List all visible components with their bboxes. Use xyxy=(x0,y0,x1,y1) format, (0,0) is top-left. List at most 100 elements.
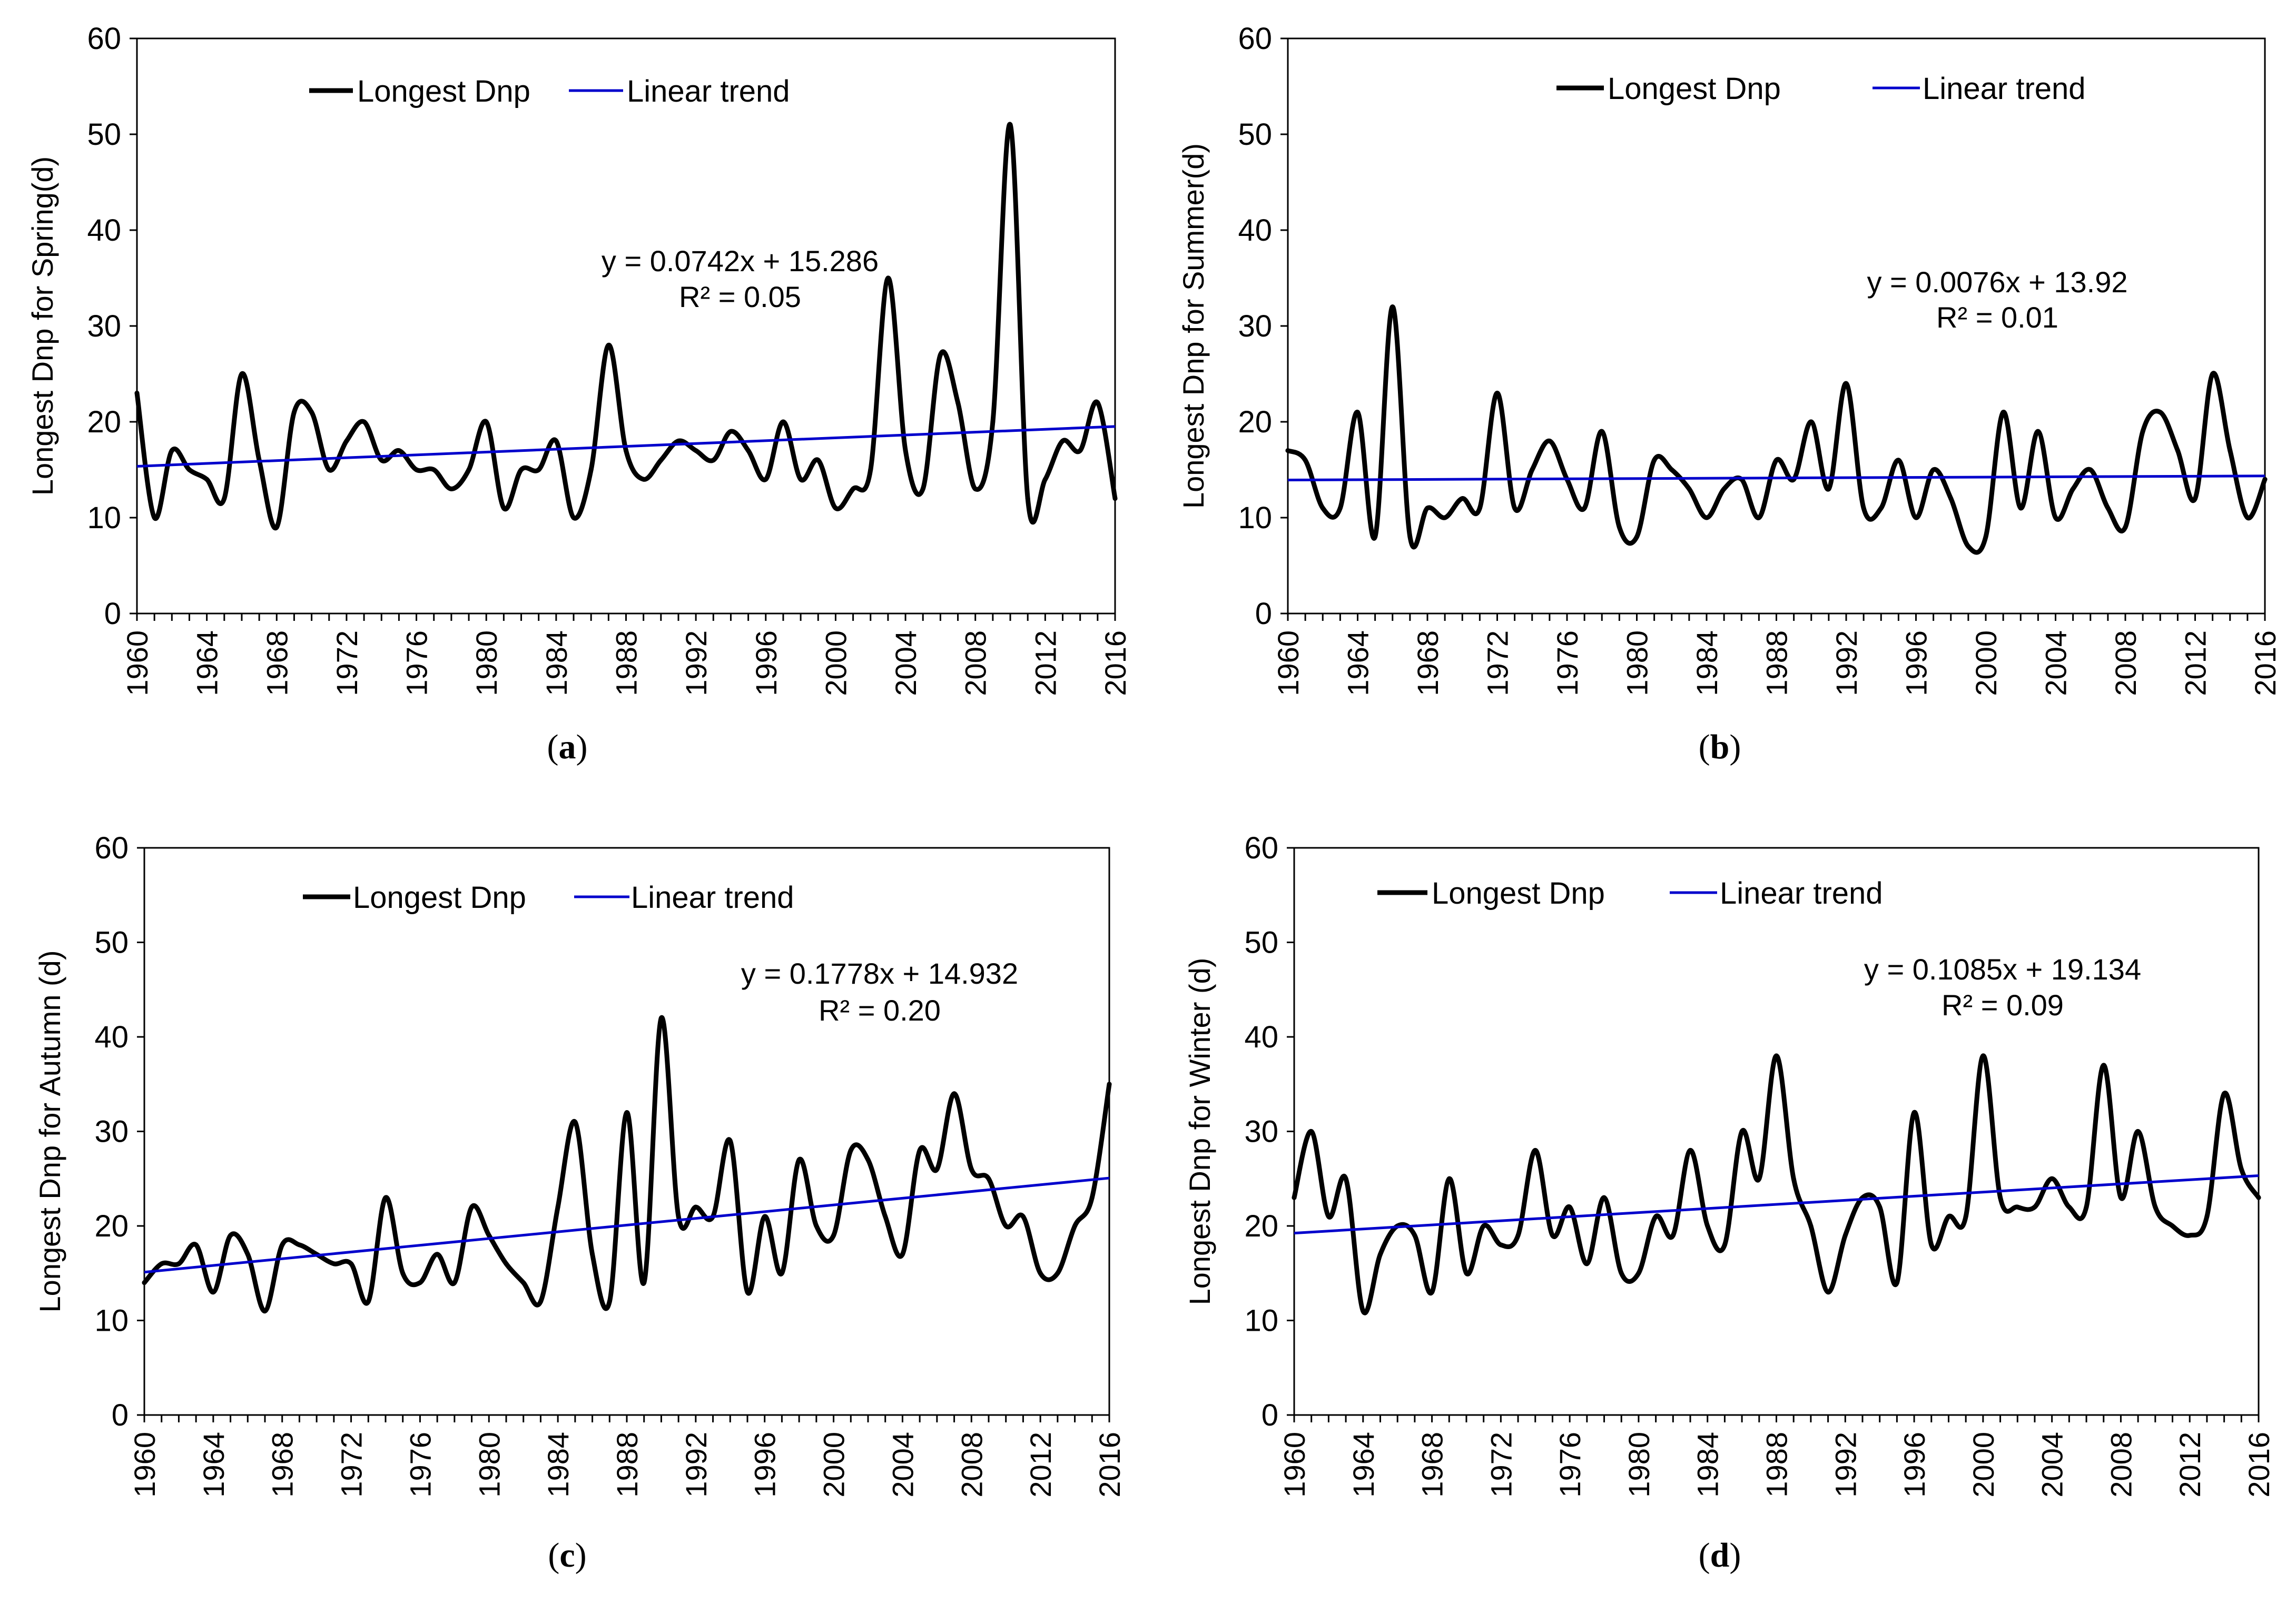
data-point xyxy=(1095,400,1100,405)
y-tick-label: 0 xyxy=(1262,1398,1278,1432)
y-tick-label: 50 xyxy=(87,117,121,152)
y-tick-label: 20 xyxy=(1244,1209,1278,1243)
x-tick-label: 1964 xyxy=(1347,1432,1380,1498)
x-tick-label: 2004 xyxy=(889,630,922,696)
x-tick-label: 1996 xyxy=(748,1432,782,1498)
x-tick-label: 2016 xyxy=(1099,630,1132,696)
x-tick-label: 1960 xyxy=(1278,1432,1311,1498)
legend-label-longest-dnp: Longest Dnp xyxy=(1432,876,1605,911)
data-point xyxy=(1826,486,1831,491)
x-tick-label: 2008 xyxy=(959,630,992,696)
data-point xyxy=(1361,1309,1366,1314)
data-point xyxy=(1599,429,1604,434)
data-point xyxy=(1442,515,1447,520)
x-tick-label: 2016 xyxy=(2249,630,2282,696)
data-point xyxy=(815,458,821,463)
data-point xyxy=(1003,1223,1009,1229)
x-tick-label: 1968 xyxy=(1411,630,1444,696)
data-point xyxy=(1582,506,1587,511)
data-point xyxy=(538,1299,543,1304)
series-line-longest-dnp xyxy=(142,1015,1112,1314)
x-tick-label: 1968 xyxy=(266,1432,299,1498)
data-point xyxy=(938,352,943,358)
y-axis-title: Longest Dnp for Summer(d) xyxy=(1177,143,1210,509)
y-tick-label: 10 xyxy=(87,501,121,535)
data-point xyxy=(1602,1195,1607,1200)
x-tick-label: 1984 xyxy=(1691,1432,1725,1498)
y-axis-title: Longest Dnp for Autumn (d) xyxy=(33,951,66,1313)
data-point xyxy=(484,419,489,424)
trend-line xyxy=(1294,1174,2259,1235)
data-point xyxy=(222,496,227,501)
x-tick-label: 1988 xyxy=(610,1432,644,1498)
data-point xyxy=(2228,448,2233,453)
data-point xyxy=(1309,1129,1314,1134)
data-point xyxy=(1337,506,1343,511)
data-point xyxy=(1687,486,1692,491)
data-point xyxy=(1303,458,1308,463)
data-point xyxy=(1355,410,1360,415)
x-tick-label: 1972 xyxy=(335,1432,368,1498)
data-point xyxy=(1460,496,1465,501)
data-point xyxy=(1515,1233,1521,1238)
x-tick-label: 1972 xyxy=(330,630,363,696)
x-tick-label: 2012 xyxy=(2179,630,2212,696)
data-point xyxy=(291,410,297,415)
x-tick-label: 1980 xyxy=(472,1432,506,1498)
legend-label-linear-trend: Linear trend xyxy=(627,74,790,108)
data-point xyxy=(344,438,349,443)
x-tick-label: 2008 xyxy=(2109,630,2142,696)
y-tick-label: 60 xyxy=(1244,831,1278,865)
data-point xyxy=(762,1214,767,1219)
data-point xyxy=(1584,1261,1590,1266)
data-point xyxy=(1688,1147,1693,1153)
data-point xyxy=(1343,1176,1348,1181)
data-point xyxy=(1704,515,1709,520)
data-point xyxy=(1756,515,1761,520)
data-point xyxy=(903,448,908,453)
data-point xyxy=(779,1271,784,1276)
trend-r-squared: R² = 0.05 xyxy=(679,280,801,313)
x-tick-label: 1992 xyxy=(679,630,713,696)
data-point xyxy=(1550,1233,1555,1238)
chart-panel-c: 0 10 20 30 40 50 60 1960 1964 1968 1972 1976 1980 198… xyxy=(33,831,1126,1575)
y-tick-label: 10 xyxy=(1244,1304,1278,1338)
data-point xyxy=(1107,1082,1112,1087)
data-point xyxy=(435,1252,440,1257)
data-point xyxy=(186,467,192,472)
data-point xyxy=(1983,534,1988,539)
legend-label-longest-dnp: Longest Dnp xyxy=(353,880,526,915)
y-tick-label: 30 xyxy=(1244,1115,1278,1149)
data-point xyxy=(555,1204,560,1210)
y-tick-label: 30 xyxy=(87,309,121,343)
data-point xyxy=(624,448,628,453)
data-point xyxy=(781,419,786,424)
data-point xyxy=(2193,496,2198,501)
data-point xyxy=(1739,1129,1745,1134)
y-tick-label: 0 xyxy=(1255,597,1272,631)
data-point xyxy=(297,1242,302,1248)
data-point xyxy=(486,1233,491,1238)
data-point xyxy=(1285,448,1290,453)
data-point xyxy=(727,1138,733,1143)
data-point xyxy=(1861,506,1866,511)
data-point xyxy=(431,467,437,472)
trend-equation: y = 0.0076x + 13.92 xyxy=(1867,265,2127,299)
x-tick-label: 1972 xyxy=(1484,1432,1517,1498)
panel-label-c: (c) xyxy=(548,1536,586,1575)
data-point xyxy=(1495,390,1500,395)
data-point xyxy=(379,458,384,463)
y-tick-label: 30 xyxy=(94,1115,129,1149)
data-point xyxy=(142,1280,147,1285)
y-tick-label: 10 xyxy=(1238,501,1272,535)
data-point xyxy=(2035,429,2041,434)
data-point xyxy=(2175,448,2180,453)
data-point xyxy=(2071,486,2076,491)
data-point xyxy=(1826,1290,1831,1295)
trend-line xyxy=(136,425,1116,468)
data-point xyxy=(228,1233,233,1238)
x-tick-label: 1980 xyxy=(470,630,503,696)
data-point xyxy=(711,458,716,463)
chart-panel-d: 0 10 20 30 40 50 60 1960 1964 1968 1972 1976 1980 198… xyxy=(1183,831,2275,1575)
data-point xyxy=(1914,515,1918,520)
